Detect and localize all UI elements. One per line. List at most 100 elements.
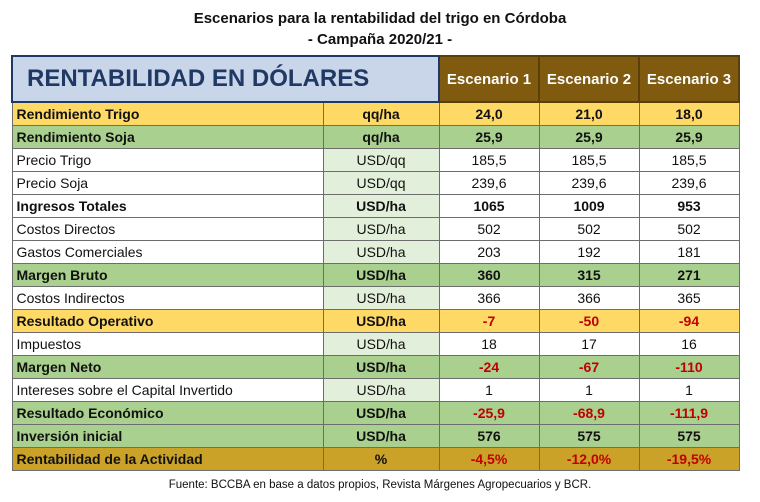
scenario-3-header: Escenario 3 — [638, 55, 741, 103]
row-unit: USD/ha — [322, 309, 440, 333]
scenario-2-value: -67 — [538, 355, 640, 379]
scenario-1-value: 24,0 — [438, 101, 540, 126]
scenario-2-value: 17 — [538, 332, 640, 356]
scenario-3-value: -19,5% — [638, 447, 740, 471]
scenario-1-value: 502 — [438, 217, 540, 241]
row-label: Margen Neto — [11, 355, 324, 379]
scenario-1-value: -25,9 — [438, 401, 540, 425]
table-row: Rendimiento Trigo qq/ha 24,0 21,0 18,0 — [11, 101, 740, 126]
row-unit: USD/qq — [322, 171, 440, 195]
scenario-2-value: 239,6 — [538, 171, 640, 195]
scenario-2-value: -12,0% — [538, 447, 640, 471]
row-unit: USD/ha — [322, 424, 440, 448]
row-label: Ingresos Totales — [11, 194, 324, 218]
scenario-2-header: Escenario 2 — [538, 55, 641, 103]
row-label: Costos Indirectos — [11, 286, 324, 310]
table-row: Impuestos USD/ha 18 17 16 — [11, 332, 740, 356]
row-unit: USD/ha — [322, 217, 440, 241]
scenario-3-value: 16 — [638, 332, 740, 356]
scenario-1-value: 360 — [438, 263, 540, 287]
table-title: RENTABILIDAD EN DÓLARES — [10, 55, 441, 103]
scenario-2-value: 192 — [538, 240, 640, 264]
row-label: Rentabilidad de la Actividad — [11, 447, 324, 471]
row-label: Rendimiento Trigo — [11, 101, 324, 126]
profitability-table: RENTABILIDAD EN DÓLARES Escenario 1 Esce… — [10, 55, 741, 471]
table-row: Costos Indirectos USD/ha 366 366 365 — [11, 286, 740, 310]
scenario-2-value: 21,0 — [538, 101, 640, 126]
scenario-1-value: 203 — [438, 240, 540, 264]
scenario-3-value: -110 — [638, 355, 740, 379]
row-unit: qq/ha — [322, 101, 440, 126]
row-label: Precio Trigo — [11, 148, 324, 172]
row-unit: USD/ha — [322, 240, 440, 264]
row-unit: USD/ha — [322, 263, 440, 287]
document-title: Escenarios para la rentabilidad del trig… — [193, 10, 567, 27]
row-label: Costos Directos — [11, 217, 324, 241]
scenario-2-value: -50 — [538, 309, 640, 333]
scenario-2-value: 575 — [538, 424, 640, 448]
table-row: Costos Directos USD/ha 502 502 502 — [11, 217, 740, 241]
table-row: Precio Soja USD/qq 239,6 239,6 239,6 — [11, 171, 740, 195]
scenario-2-value: 185,5 — [538, 148, 640, 172]
table-row: Rentabilidad de la Actividad% -4,5% -12,0%… — [11, 447, 740, 471]
table-row: Precio Trigo USD/qq 185,5 185,5 185,5 — [11, 148, 740, 172]
scenario-3-value: 575 — [638, 424, 740, 448]
scenario-3-value: 18,0 — [638, 101, 740, 126]
table-row: Rendimiento Soja qq/ha 25,9 25,9 25,9 — [11, 125, 740, 149]
scenario-3-value: 181 — [638, 240, 740, 264]
scenario-1-value: -4,5% — [438, 447, 540, 471]
row-unit: USD/qq — [322, 148, 440, 172]
scenario-1-value: 185,5 — [438, 148, 540, 172]
scenario-2-value: -68,9 — [538, 401, 640, 425]
scenario-3-value: 185,5 — [638, 148, 740, 172]
row-unit: qq/ha — [322, 125, 440, 149]
scenario-3-value: 953 — [638, 194, 740, 218]
table-row: Gastos Comerciales USD/ha 203 192 181 — [11, 240, 740, 264]
table-row: Intereses sobre el Capital Invertido USD/… — [11, 378, 740, 402]
row-unit: USD/ha — [322, 332, 440, 356]
scenario-2-value: 315 — [538, 263, 640, 287]
scenario-1-value: 366 — [438, 286, 540, 310]
scenario-3-value: -94 — [638, 309, 740, 333]
scenario-1-value: 1 — [438, 378, 540, 402]
scenario-3-value: 271 — [638, 263, 740, 287]
table-row: Resultado Operativo USD/ha -7 -50 -94 — [11, 309, 740, 333]
row-label: Rendimiento Soja — [11, 125, 324, 149]
scenario-3-value: 502 — [638, 217, 740, 241]
source-note: Fuente: BCCBA en base a datos propios, R… — [168, 479, 592, 491]
scenario-1-value: 25,9 — [438, 125, 540, 149]
row-label: Impuestos — [11, 332, 324, 356]
row-unit: USD/ha — [322, 194, 440, 218]
scenario-1-value: -7 — [438, 309, 540, 333]
table-row: Inversión inicial USD/ha 576 575 575 — [11, 424, 740, 448]
scenario-2-value: 25,9 — [538, 125, 640, 149]
scenario-3-value: 1 — [638, 378, 740, 402]
scenario-2-value: 1009 — [538, 194, 640, 218]
row-label: Resultado Operativo — [11, 309, 324, 333]
scenario-1-header: Escenario 1 — [438, 55, 541, 103]
table-row: Ingresos Totales USD/ha 1065 1009 953 — [11, 194, 740, 218]
row-unit: USD/ha — [322, 378, 440, 402]
row-label: Intereses sobre el Capital Invertido — [11, 378, 324, 402]
scenario-2-value: 502 — [538, 217, 640, 241]
table-header-row: RENTABILIDAD EN DÓLARES Escenario 1 Esce… — [10, 55, 741, 103]
scenario-1-value: 1065 — [438, 194, 540, 218]
scenario-1-value: 239,6 — [438, 171, 540, 195]
scenario-2-value: 366 — [538, 286, 640, 310]
document-subtitle: - Campaña 2020/21 - — [307, 31, 453, 48]
row-label: Inversión inicial — [11, 424, 324, 448]
scenario-1-value: 18 — [438, 332, 540, 356]
scenario-1-value: -24 — [438, 355, 540, 379]
row-unit: USD/ha — [322, 401, 440, 425]
scenario-3-value: 365 — [638, 286, 740, 310]
scenario-3-value: -111,9 — [638, 401, 740, 425]
scenario-1-value: 576 — [438, 424, 540, 448]
row-label: Precio Soja — [11, 171, 324, 195]
table-row: Resultado Económico USD/ha -25,9 -68,9 -111,… — [11, 401, 740, 425]
row-label: Gastos Comerciales — [11, 240, 324, 264]
scenario-3-value: 25,9 — [638, 125, 740, 149]
row-unit: USD/ha — [322, 286, 440, 310]
scenario-3-value: 239,6 — [638, 171, 740, 195]
row-label: Resultado Económico — [11, 401, 324, 425]
scenario-2-value: 1 — [538, 378, 640, 402]
